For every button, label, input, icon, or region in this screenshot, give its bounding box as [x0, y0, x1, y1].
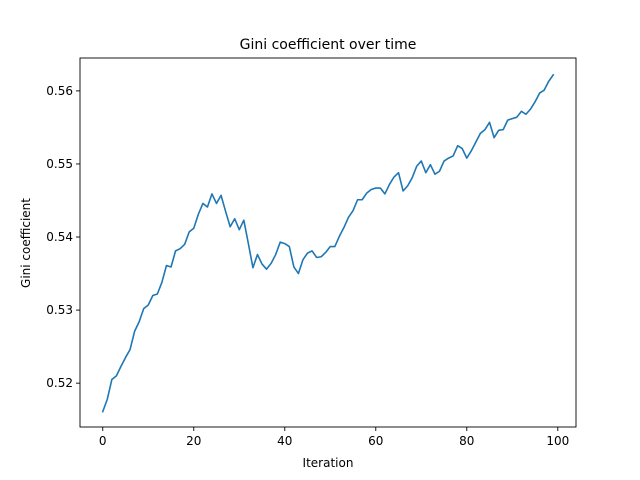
x-tick-label: 80: [459, 434, 474, 448]
plot-area: 0 20 40 60 80 100 0.52 0.53 0.54 0.55 0.56: [46, 57, 577, 448]
y-axis-label: Gini coefficient: [19, 198, 33, 288]
y-tick-label: 0.55: [46, 157, 73, 171]
x-tick-label: 100: [546, 434, 569, 448]
y-tick-label: 0.53: [46, 303, 73, 317]
x-axis-label: Iteration: [303, 456, 354, 470]
x-tick-label: 60: [368, 434, 383, 448]
series-line-0: [101, 73, 555, 413]
y-tick-label: 0.56: [46, 84, 73, 98]
chart-title: Gini coefficient over time: [240, 37, 417, 53]
x-tick-label: 20: [186, 434, 201, 448]
x-tick-label: 40: [277, 434, 292, 448]
axes-frame: [79, 57, 577, 428]
x-tick-label: 0: [99, 434, 107, 448]
y-tick-label: 0.52: [46, 376, 73, 390]
y-tick-label: 0.54: [46, 230, 73, 244]
